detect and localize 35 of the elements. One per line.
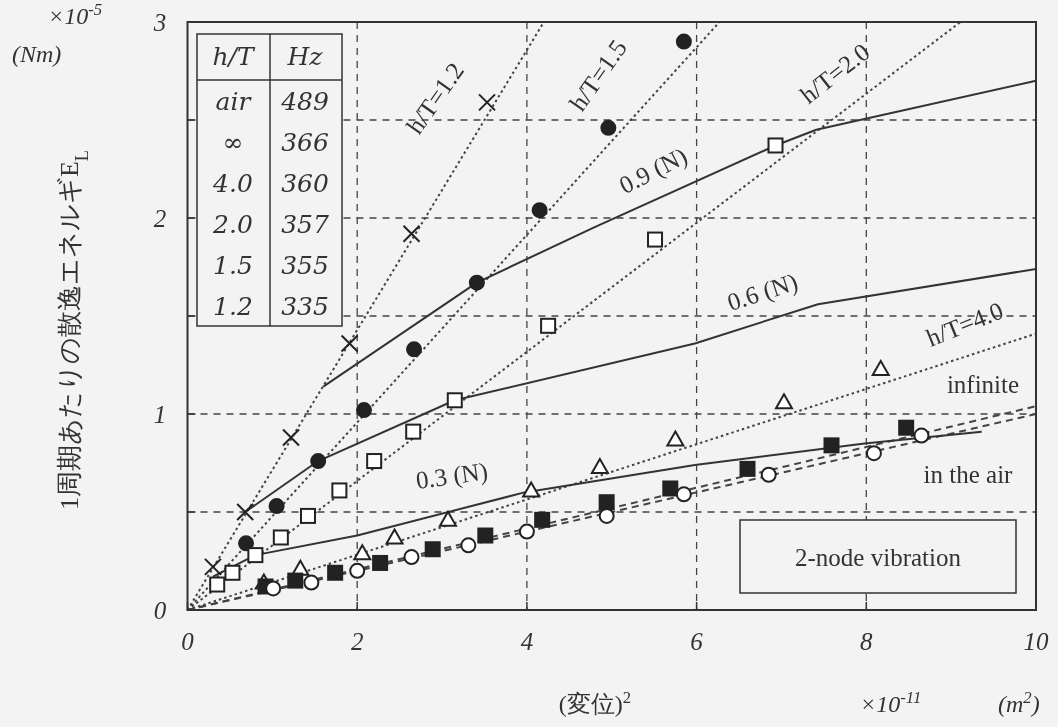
x-tick-label: 10	[1023, 628, 1049, 655]
annotation: 489	[280, 87, 329, 116]
x-tick-label: 6	[690, 628, 704, 655]
annotation: 335	[281, 292, 329, 321]
annotation: 357	[281, 210, 329, 239]
annotation: air	[215, 87, 253, 116]
x-tick-label: 2	[350, 628, 364, 655]
annotation: 1.2	[213, 292, 253, 321]
x-tick-label: 8	[860, 628, 874, 655]
annotation: 355	[281, 251, 329, 280]
annotation: 0.6 (N)	[723, 267, 802, 317]
annotation: 366	[281, 128, 329, 157]
y-tick-label: 1	[153, 401, 167, 428]
y-tick-label: 2	[153, 205, 167, 232]
annotation: Hz	[286, 42, 324, 71]
annotation: ∞	[222, 128, 244, 157]
text: ×10$^{-11}$	[860, 687, 922, 717]
annotation: 4.0	[212, 169, 253, 198]
annotation: in the air	[923, 461, 1014, 488]
annotation: 0.3 (N)	[414, 457, 490, 495]
annotation: 1.5	[213, 251, 253, 280]
text: (m$^{2}$)	[998, 687, 1040, 717]
annotation: 2.0	[212, 210, 253, 239]
text: ×10$^{-5}$	[48, 0, 103, 29]
annotation: 360	[281, 169, 329, 198]
annotation: 0.9 (N)	[614, 142, 692, 200]
annotation: h/T	[212, 42, 256, 71]
x-tick-label: 4	[520, 628, 534, 655]
y-tick-label: 3	[152, 9, 167, 36]
annotation: 2-node vibration	[795, 544, 962, 571]
x-tick-label: 0	[181, 628, 195, 655]
x-axis-title: (変位)$^{2}$	[558, 687, 632, 717]
y-tick-label: 0	[153, 597, 167, 624]
annotation: infinite	[946, 371, 1020, 398]
text: (Nm)	[12, 41, 62, 67]
